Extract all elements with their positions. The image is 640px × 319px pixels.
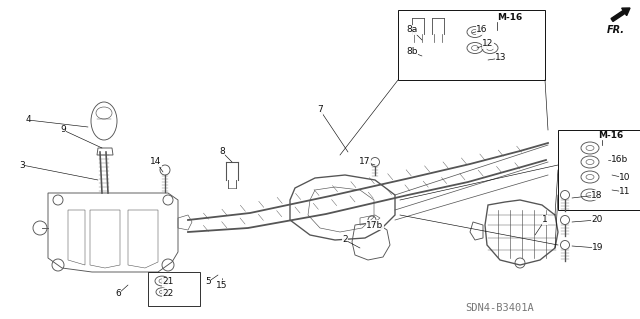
Text: 20: 20 xyxy=(591,216,603,225)
Text: 8b: 8b xyxy=(406,48,418,56)
Text: 12: 12 xyxy=(483,40,493,48)
Text: 14: 14 xyxy=(150,158,162,167)
Text: 17b: 17b xyxy=(366,220,383,229)
Text: 8a: 8a xyxy=(406,26,418,34)
Text: 17: 17 xyxy=(359,158,371,167)
Bar xyxy=(398,10,545,80)
Text: M-16: M-16 xyxy=(497,12,522,21)
Text: 9: 9 xyxy=(60,125,66,135)
Text: 7: 7 xyxy=(317,106,323,115)
Text: M-16: M-16 xyxy=(598,130,623,139)
Text: 1: 1 xyxy=(542,216,548,225)
Text: 22: 22 xyxy=(163,288,173,298)
Text: 16: 16 xyxy=(476,26,488,34)
Text: 11: 11 xyxy=(620,188,631,197)
Text: 5: 5 xyxy=(205,278,211,286)
Text: 8: 8 xyxy=(219,147,225,157)
Text: 19: 19 xyxy=(592,243,604,253)
Text: 13: 13 xyxy=(495,54,507,63)
Text: 16b: 16b xyxy=(611,155,628,165)
Text: FR.: FR. xyxy=(607,25,625,35)
FancyArrow shape xyxy=(611,8,630,21)
Text: 15: 15 xyxy=(216,280,228,290)
Text: 4: 4 xyxy=(25,115,31,124)
Text: SDN4-B3401A: SDN4-B3401A xyxy=(466,303,534,313)
Text: 10: 10 xyxy=(620,174,631,182)
Text: 18: 18 xyxy=(591,190,603,199)
Text: 3: 3 xyxy=(19,160,25,169)
Text: 21: 21 xyxy=(163,278,173,286)
Text: 2: 2 xyxy=(342,235,348,244)
Bar xyxy=(148,272,200,306)
Bar xyxy=(558,130,640,210)
Text: 6: 6 xyxy=(115,290,121,299)
